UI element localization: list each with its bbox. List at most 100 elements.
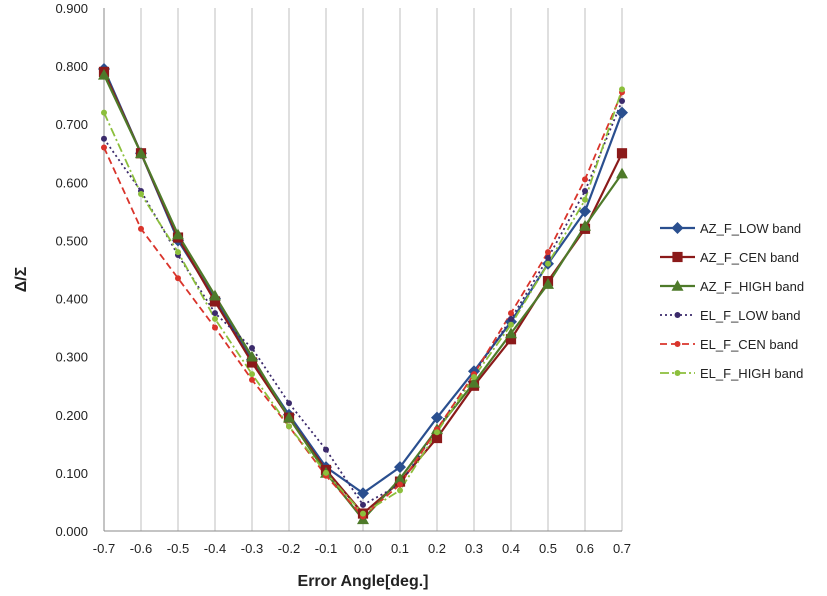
data-point-3 — [468, 376, 480, 388]
data-point-2 — [246, 357, 258, 368]
data-point-6 — [175, 249, 181, 256]
legend-swatch-marker — [671, 222, 684, 234]
x-tick-label: 0.2 — [428, 541, 446, 556]
data-point-6 — [323, 469, 329, 476]
legend-swatch-marker — [671, 280, 684, 291]
legend-label: AZ_F_HIGH band — [700, 279, 804, 294]
data-point-5 — [101, 144, 107, 151]
data-point-3 — [98, 68, 110, 80]
legend-label: EL_F_LOW band — [700, 308, 800, 323]
data-point-5 — [249, 376, 255, 383]
x-tick-label: 0.5 — [539, 541, 557, 556]
y-tick-label: 0.300 — [55, 350, 88, 365]
data-point-1 — [431, 411, 443, 424]
data-point-5 — [138, 225, 144, 232]
x-tick-label: 0.3 — [465, 541, 483, 556]
data-point-1 — [616, 106, 628, 119]
legend-item: AZ_F_CEN band — [660, 250, 799, 265]
data-point-5 — [175, 275, 181, 282]
legend-item: AZ_F_HIGH band — [660, 279, 804, 294]
legend-swatch-marker — [674, 312, 681, 318]
data-point-5 — [508, 310, 514, 317]
x-axis-title: Error Angle[deg.] — [298, 573, 429, 590]
data-point-2 — [505, 334, 517, 345]
legend-item: EL_F_HIGH band — [660, 366, 803, 381]
y-tick-label: 0.600 — [55, 175, 88, 190]
data-point-3 — [616, 167, 628, 179]
x-tick-label: -0.1 — [315, 541, 337, 556]
data-point-6 — [582, 196, 588, 203]
data-point-4 — [323, 446, 329, 453]
legend-swatch-marker — [674, 370, 681, 376]
y-tick-label: 0.500 — [55, 233, 88, 248]
legend-swatch-marker — [672, 251, 683, 263]
data-point-6 — [249, 371, 255, 378]
legend-item: EL_F_CEN band — [660, 337, 798, 352]
data-point-6 — [360, 510, 366, 517]
data-point-1 — [579, 205, 591, 218]
data-point-4 — [582, 188, 588, 195]
data-point-4 — [545, 254, 551, 261]
x-tick-label: -0.5 — [167, 541, 189, 556]
data-point-4 — [249, 344, 255, 351]
data-point-1 — [357, 487, 369, 500]
data-point-6 — [138, 190, 144, 197]
data-point-3 — [209, 289, 221, 301]
y-tick-label: 0.000 — [55, 524, 88, 539]
legend-label: EL_F_HIGH band — [700, 366, 803, 381]
y-tick-label: 0.700 — [55, 117, 88, 132]
data-point-5 — [545, 249, 551, 256]
data-point-2 — [431, 432, 443, 444]
legend-item: EL_F_LOW band — [660, 308, 800, 323]
data-point-6 — [471, 374, 477, 381]
x-tick-label: -0.6 — [130, 541, 152, 556]
x-tick-label: -0.7 — [93, 541, 115, 556]
legend-label: EL_F_CEN band — [700, 337, 798, 352]
data-point-4 — [619, 97, 625, 104]
legend-item: AZ_F_LOW band — [660, 221, 801, 236]
data-point-6 — [101, 109, 107, 116]
y-tick-label: 0.800 — [55, 59, 88, 74]
y-axis-title: Δ/Σ — [13, 266, 30, 292]
x-tick-label: 0.0 — [354, 541, 372, 556]
data-point-4 — [286, 400, 292, 407]
data-point-6 — [286, 423, 292, 430]
y-tick-label: 0.900 — [55, 1, 88, 16]
legend-label: AZ_F_CEN band — [700, 250, 799, 265]
data-point-3 — [246, 350, 258, 362]
x-tick-labels: -0.7 -0.6 -0.5 -0.4 -0.3 -0.2 -0.1 0.0 0.1 0.2 0.3… — [93, 541, 631, 556]
legend-swatch-marker — [674, 341, 681, 347]
y-tick-label: 0.400 — [55, 292, 88, 307]
data-point-3 — [579, 219, 591, 231]
series-markers — [98, 63, 628, 525]
x-tick-label: -0.2 — [278, 541, 300, 556]
y-tick-label: 0.100 — [55, 466, 88, 481]
data-point-6 — [434, 429, 440, 436]
data-point-3 — [505, 327, 517, 339]
data-point-2 — [209, 296, 221, 307]
data-point-5 — [397, 481, 403, 488]
x-tick-label: 0.7 — [613, 541, 631, 556]
legend-label: AZ_F_LOW band — [700, 221, 801, 236]
y-tick-labels: 0.000 0.100 0.200 0.300 0.400 0.500 0.600 0.700… — [55, 1, 88, 539]
legend: AZ_F_LOW band AZ_F_CEN band AZ_F_HIGH band… — [660, 221, 804, 381]
data-point-3 — [394, 472, 406, 484]
data-point-3 — [172, 228, 184, 240]
y-tick-label: 0.200 — [55, 408, 88, 423]
x-tick-label: 0.6 — [576, 541, 594, 556]
data-point-3 — [283, 411, 295, 423]
data-point-4 — [508, 315, 514, 322]
data-point-3 — [542, 278, 554, 289]
data-point-5 — [582, 176, 588, 183]
data-point-4 — [212, 310, 218, 317]
data-point-2 — [616, 148, 628, 159]
data-point-3 — [135, 147, 147, 159]
data-point-6 — [212, 315, 218, 322]
data-point-4 — [360, 501, 366, 508]
x-tick-label: -0.4 — [204, 541, 226, 556]
data-point-4 — [101, 135, 107, 142]
data-point-6 — [508, 321, 514, 328]
data-point-5 — [212, 324, 218, 331]
data-point-6 — [397, 487, 403, 494]
